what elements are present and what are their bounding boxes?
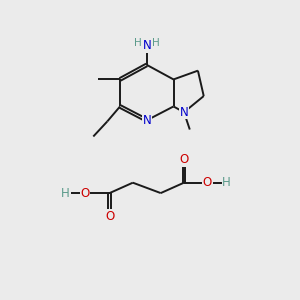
- Text: O: O: [179, 153, 189, 166]
- Text: N: N: [142, 39, 151, 52]
- Text: O: O: [105, 210, 114, 223]
- Text: H: H: [61, 187, 70, 200]
- Text: N: N: [180, 106, 188, 119]
- Text: N: N: [142, 114, 151, 127]
- Text: O: O: [202, 176, 212, 189]
- Text: O: O: [80, 187, 90, 200]
- Text: H: H: [152, 38, 160, 48]
- Text: H: H: [222, 176, 231, 189]
- Text: H: H: [134, 38, 142, 48]
